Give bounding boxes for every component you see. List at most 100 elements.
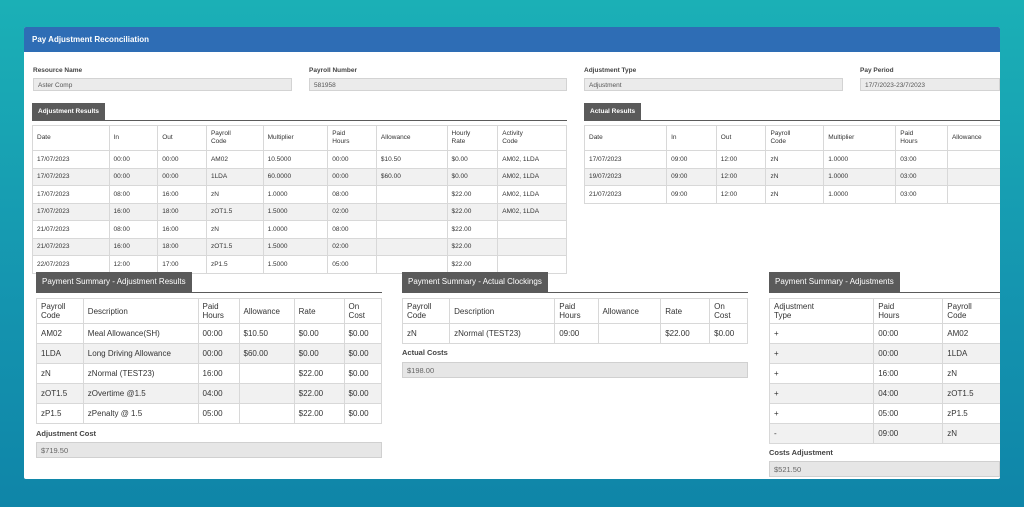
- table-cell: 60.0000: [262, 167, 329, 186]
- table-cell: 00:00: [327, 167, 377, 186]
- table-cell: 12:00: [715, 167, 767, 186]
- column-header: Date: [32, 125, 110, 151]
- column-header: Paid Hours: [554, 298, 599, 324]
- table-cell: [375, 185, 448, 204]
- table-cell: 16:00: [873, 363, 944, 384]
- table-cell: 17:00: [157, 255, 207, 274]
- table-cell: 08:00: [327, 220, 377, 239]
- table-cell: 09:00: [666, 185, 717, 204]
- table-cell: 03:00: [895, 150, 948, 169]
- table-row[interactable]: 17/07/2023 09:00 12:00 zN 1.0000 03:00: [583, 150, 1000, 169]
- column-header: Description: [449, 298, 556, 324]
- summary-adjustments-table: Adjustment Type Paid Hours Payroll Code +00:0…: [768, 298, 1000, 444]
- column-header: Allowance: [946, 125, 1000, 151]
- table-cell: 1.0000: [823, 150, 897, 169]
- table-cell: 16:00: [157, 185, 207, 204]
- table-cell: $22.00: [293, 363, 345, 384]
- table-cell: 02:00: [327, 237, 377, 256]
- table-cell: [375, 202, 448, 221]
- table-cell: 10.5000: [262, 150, 329, 169]
- table-cell: 04:00: [197, 383, 240, 404]
- tab-summary-actual-clockings[interactable]: Payment Summary - Actual Clockings: [402, 272, 548, 292]
- summary-adjustment-table: Payroll Code Description Paid Hours Allowance…: [36, 298, 383, 424]
- table-row[interactable]: AM02 Meal Allowance(SH) 00:00 $10.50 $0.00 $0…: [36, 323, 383, 344]
- table-row[interactable]: 22/07/2023 12:00 17:00 zP1.5 1.5000 05:00 $22.…: [32, 255, 567, 274]
- table-row[interactable]: 1LDA Long Driving Allowance 00:00 $60.00 $0.…: [36, 343, 383, 364]
- column-header: Allowance: [597, 298, 662, 324]
- table-row[interactable]: -09:00 zN: [768, 423, 1000, 444]
- table-cell: 00:00: [157, 150, 207, 169]
- table-cell: 05:00: [197, 403, 240, 424]
- table-cell: $22.00: [293, 403, 345, 424]
- adjustment-cost-value: $719.50: [36, 442, 382, 458]
- table-row[interactable]: 17/07/2023 16:00 18:00 zOT1.5 1.5000 02:00 $22…: [32, 202, 567, 221]
- table-row[interactable]: zOT1.5 zOvertime @1.5 04:00 $22.00 $0.00: [36, 383, 383, 404]
- pay-adjustment-window: Pay Adjustment Reconciliation Resource N…: [24, 27, 1000, 479]
- table-row[interactable]: 17/07/2023 00:00 00:00 1LDA 60.0000 00:00 $60.…: [32, 167, 567, 186]
- table-row[interactable]: +04:00 zOT1.5: [768, 383, 1000, 404]
- tab-adjustment-results[interactable]: Adjustment Results: [32, 103, 106, 120]
- table-cell: $60.00: [238, 343, 295, 364]
- table-row[interactable]: 21/07/2023 09:00 12:00 zN 1.0000 03:00: [583, 185, 1000, 204]
- column-header: Out: [157, 125, 207, 151]
- table-row[interactable]: 21/07/2023 16:00 18:00 zOT1.5 1.5000 02:00 $22…: [32, 237, 567, 256]
- column-header: Payroll Code: [765, 125, 825, 151]
- table-cell: 02:00: [327, 202, 377, 221]
- adjustment-type-label: Adjustment Type: [584, 67, 637, 74]
- table-row[interactable]: +00:00 AM02: [768, 323, 1000, 344]
- resource-name-field[interactable]: Aster Comp: [33, 78, 292, 91]
- table-cell: zOT1.5: [36, 383, 84, 404]
- table-row[interactable]: zP1.5 zPenalty @ 1.5 05:00 $22.00 $0.00: [36, 403, 383, 424]
- adjustment-type-field[interactable]: Adjustment: [584, 78, 843, 91]
- table-cell: +: [768, 383, 875, 404]
- table-cell: 09:00: [873, 423, 944, 444]
- summary-adjustments-tabline: [769, 292, 1000, 293]
- table-cell: $0.00: [343, 343, 383, 364]
- summary-actual-table: Payroll Code Description Paid Hours Allowance…: [401, 298, 748, 344]
- table-cell: [497, 220, 567, 239]
- column-header: Rate: [293, 298, 345, 324]
- table-cell: 12:00: [108, 255, 159, 274]
- table-cell: AM02, 1LDA: [497, 202, 567, 221]
- table-row[interactable]: zN zNormal (TEST23) 09:00 $22.00 $0.00: [401, 323, 748, 344]
- table-row[interactable]: +16:00 zN: [768, 363, 1000, 384]
- table-row[interactable]: 17/07/2023 00:00 00:00 AM02 10.5000 00:00 $10.…: [32, 150, 567, 169]
- table-cell: 16:00: [108, 202, 159, 221]
- table-cell: 08:00: [327, 185, 377, 204]
- table-row[interactable]: 21/07/2023 08:00 16:00 zN 1.0000 08:00 $22.00: [32, 220, 567, 239]
- table-row[interactable]: +00:00 1LDA: [768, 343, 1000, 364]
- table-cell: 18:00: [157, 237, 207, 256]
- table-cell: zNormal (TEST23): [449, 323, 556, 344]
- pay-period-field[interactable]: 17/7/2023-23/7/2023: [860, 78, 1000, 91]
- table-cell: [238, 383, 295, 404]
- table-cell: AM02, 1LDA: [497, 150, 567, 169]
- table-cell: zOT1.5: [942, 383, 1000, 404]
- column-header: In: [666, 125, 717, 151]
- tab-actual-results[interactable]: Actual Results: [584, 103, 642, 120]
- table-cell: 16:00: [108, 237, 159, 256]
- table-cell: 08:00: [108, 185, 159, 204]
- resource-name-label: Resource Name: [33, 67, 83, 74]
- table-cell: $22.00: [446, 220, 499, 239]
- table-cell: 03:00: [895, 167, 948, 186]
- column-header: Date: [583, 125, 668, 151]
- adjustment-cost-label: Adjustment Cost: [36, 429, 96, 438]
- table-row[interactable]: 19/07/2023 09:00 12:00 zN 1.0000 03:00: [583, 167, 1000, 186]
- table-cell: zN: [36, 363, 84, 384]
- table-cell: $22.00: [446, 202, 499, 221]
- table-cell: 1.0000: [823, 185, 897, 204]
- tab-summary-adjustments[interactable]: Payment Summary - Adjustments: [769, 272, 900, 292]
- table-cell: 1.0000: [823, 167, 897, 186]
- costs-adjustment-label: Costs Adjustment: [769, 448, 833, 457]
- table-cell: [497, 237, 567, 256]
- table-cell: Long Driving Allowance: [82, 343, 199, 364]
- column-header: In: [108, 125, 159, 151]
- table-cell: $22.00: [446, 185, 499, 204]
- table-row[interactable]: +05:00 zP1.5: [768, 403, 1000, 424]
- tab-summary-adjustment-results[interactable]: Payment Summary - Adjustment Results: [36, 272, 192, 292]
- payroll-number-field[interactable]: 581958: [309, 78, 567, 91]
- table-cell: 00:00: [873, 343, 944, 364]
- column-header: Allowance: [375, 125, 448, 151]
- table-row[interactable]: 17/07/2023 08:00 16:00 zN 1.0000 08:00 $22.00 A…: [32, 185, 567, 204]
- table-row[interactable]: zN zNormal (TEST23) 16:00 $22.00 $0.00: [36, 363, 383, 384]
